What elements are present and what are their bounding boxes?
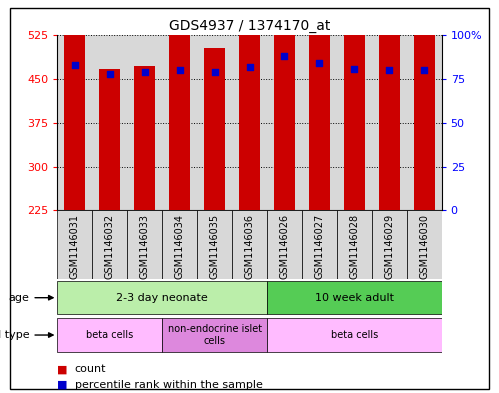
Bar [407,210,442,279]
Bar [99,69,120,210]
Bar [337,35,372,210]
Bar [232,210,267,279]
Bar [57,318,162,352]
Bar [197,35,232,210]
Text: ■: ■ [57,380,68,390]
Bar [344,25,365,210]
Bar [92,35,127,210]
Bar [267,281,442,314]
Bar [309,0,330,210]
Bar [267,35,302,210]
Bar [372,210,407,279]
Text: count: count [75,364,106,375]
Bar [162,35,197,210]
Bar [127,210,162,279]
Text: beta cells: beta cells [331,330,378,340]
Text: age: age [8,293,53,303]
Title: GDS4937 / 1374170_at: GDS4937 / 1374170_at [169,19,330,33]
Bar [127,35,162,210]
Text: beta cells: beta cells [86,330,133,340]
Bar [169,24,190,210]
Text: GSM1146034: GSM1146034 [175,214,185,279]
Point [211,69,219,75]
Bar [134,66,155,210]
Bar [92,210,127,279]
Bar [57,281,267,314]
Text: GSM1146030: GSM1146030 [419,214,429,279]
Bar [57,35,92,210]
Bar [414,33,435,210]
Text: cell type: cell type [0,330,53,340]
Text: GSM1146031: GSM1146031 [70,214,80,279]
Text: GSM1146036: GSM1146036 [245,214,254,279]
Point [280,53,288,59]
Text: percentile rank within the sample: percentile rank within the sample [75,380,263,390]
Text: GSM1146028: GSM1146028 [349,214,359,279]
Bar [407,35,442,210]
Point [385,67,393,73]
Bar [239,8,260,210]
Text: GSM1146033: GSM1146033 [140,214,150,279]
Text: GSM1146029: GSM1146029 [384,214,394,279]
Bar [267,210,302,279]
Bar [274,0,295,210]
Bar [337,210,372,279]
Bar [302,35,337,210]
Point [420,67,428,73]
Point [176,67,184,73]
Point [141,69,149,75]
Bar [64,9,85,210]
Point [246,64,253,70]
Text: ■: ■ [57,364,68,375]
Text: GSM1146027: GSM1146027 [314,214,324,279]
Text: 2-3 day neonate: 2-3 day neonate [116,293,208,303]
Bar [162,318,267,352]
Bar [267,318,442,352]
Bar [372,35,407,210]
Text: GSM1146026: GSM1146026 [279,214,289,279]
Point [350,66,358,72]
Point [315,60,323,66]
Bar [379,33,400,210]
Text: GSM1146032: GSM1146032 [105,214,115,279]
Bar [57,210,92,279]
Point [71,62,79,68]
Text: non-endocrine islet
cells: non-endocrine islet cells [168,324,261,346]
Bar [302,210,337,279]
Bar [204,48,225,210]
Text: 10 week adult: 10 week adult [315,293,394,303]
Point [106,71,114,77]
Bar [197,210,232,279]
Bar [162,210,197,279]
Text: GSM1146035: GSM1146035 [210,214,220,279]
Bar [232,35,267,210]
